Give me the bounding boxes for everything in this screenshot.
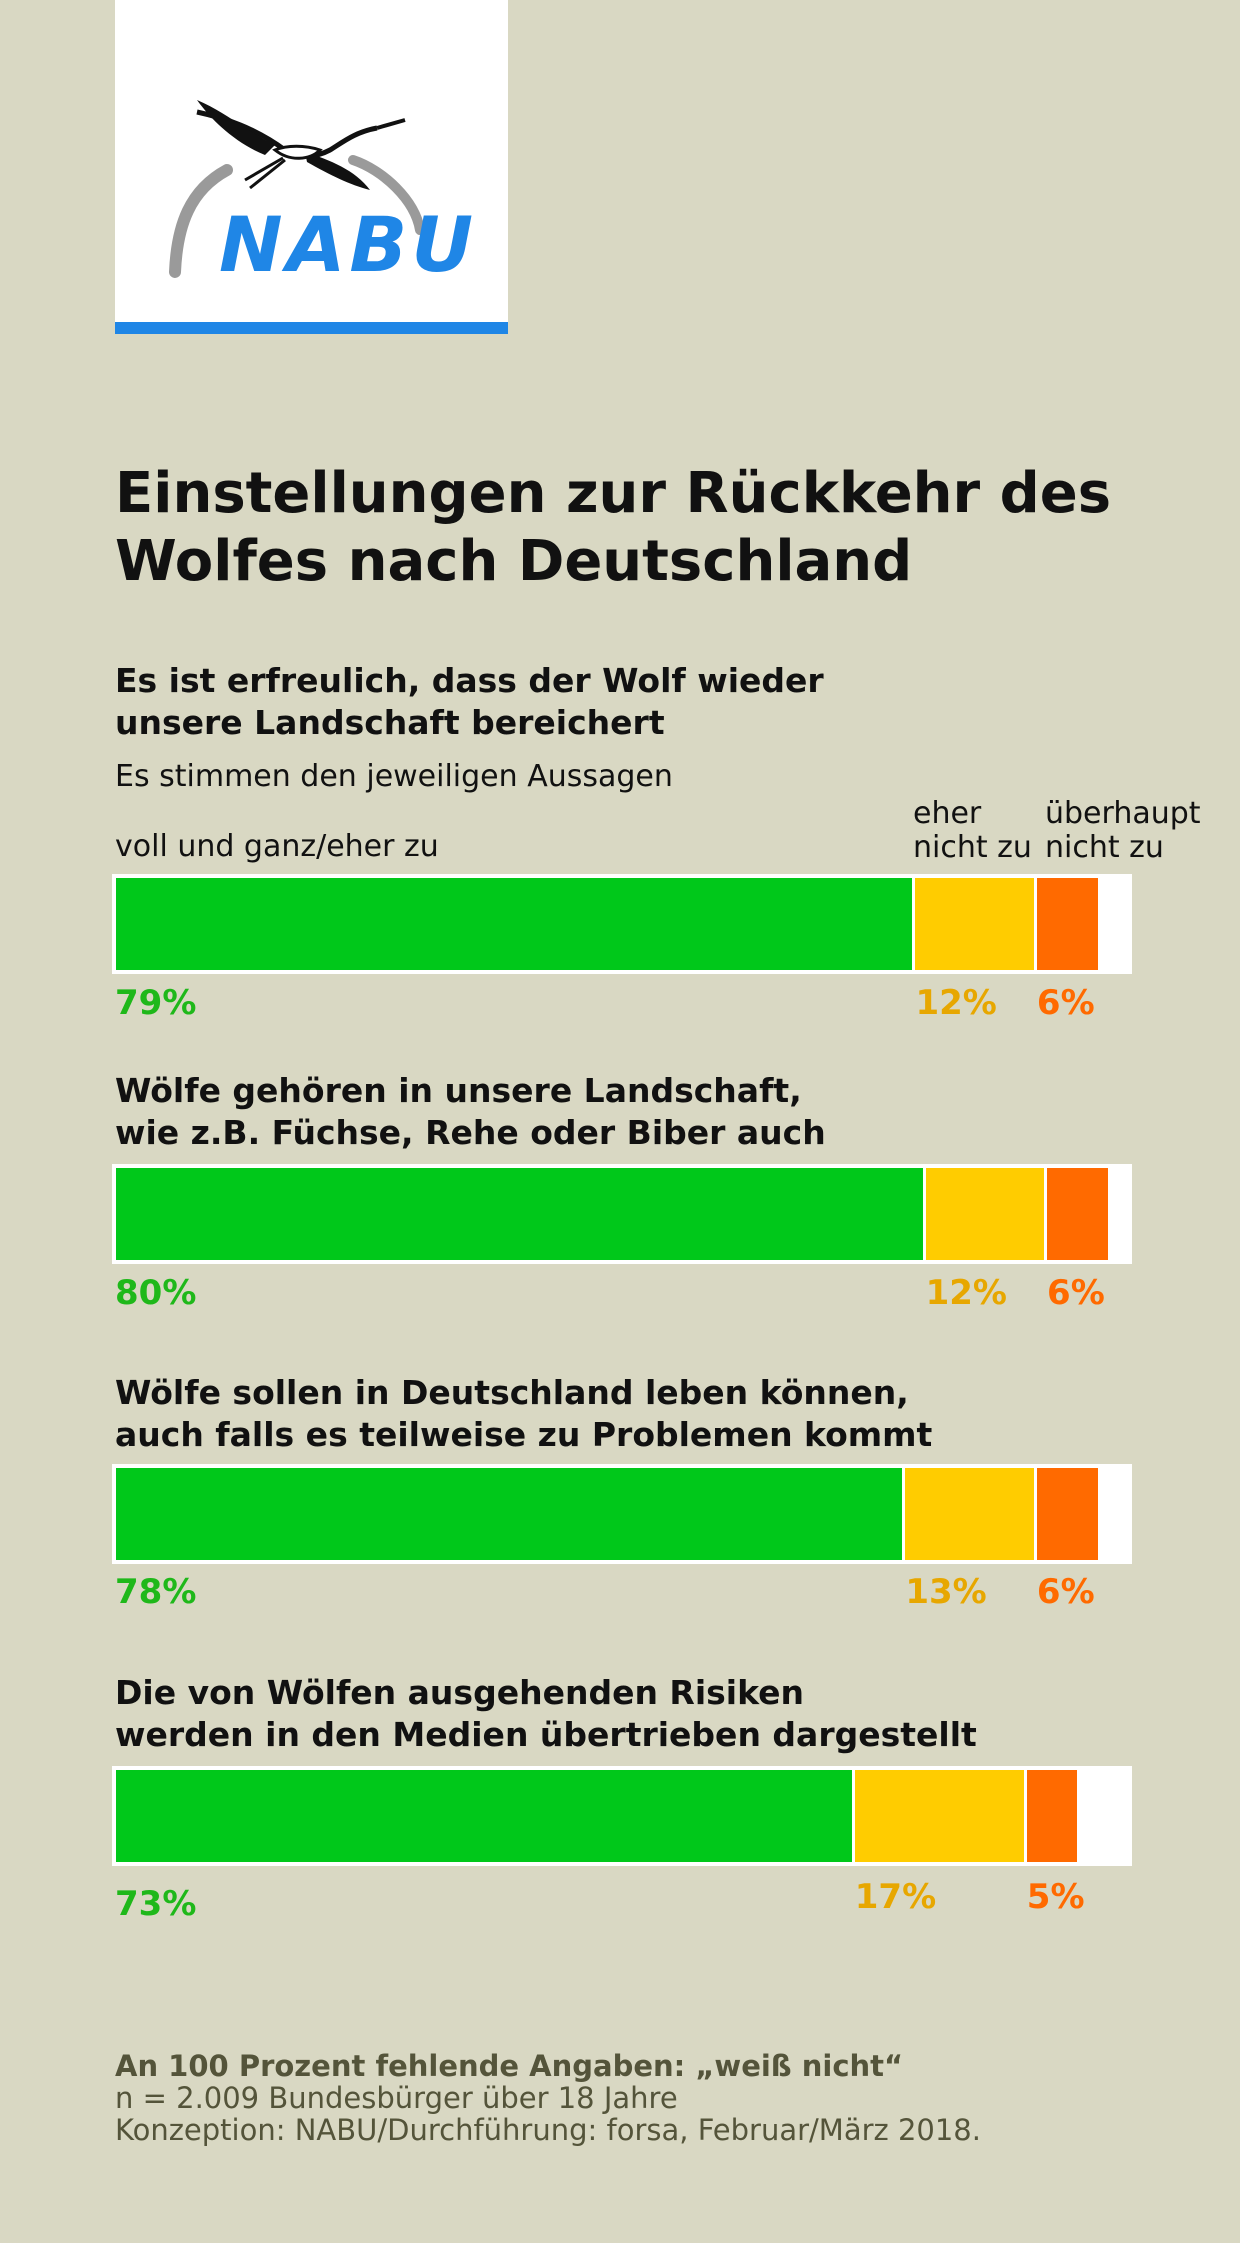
bar-segment-rather-not: [905, 1468, 1034, 1560]
bar-segment-not-at-all: [1047, 1168, 1108, 1260]
value-label-not-at-all: 6%: [1036, 1572, 1095, 1612]
question-4-line-1: Die von Wölfen ausgehenden Risiken: [115, 1673, 805, 1712]
question-2-line-1: Wölfe gehören in unsere Landschaft,: [115, 1071, 802, 1110]
question-3-line-1: Wölfe sollen in Deutschland leben können…: [115, 1373, 909, 1412]
logo-underline: [115, 322, 508, 334]
value-label-not-at-all: 6%: [1036, 983, 1095, 1023]
value-label-rather-not: 12%: [915, 983, 997, 1023]
legend-not-at-all-line-1: überhaupt: [1045, 796, 1201, 831]
bar-segment-rather-not: [915, 878, 1034, 970]
bar-segment-rather-not: [854, 1770, 1024, 1862]
legend-intro: Es stimmen den jeweiligen Aussagen: [115, 759, 673, 794]
footer-source: Konzeption: NABU/Durchführung: forsa, Fe…: [115, 2113, 981, 2147]
value-label-agree: 78%: [115, 1572, 197, 1612]
stork-logo-icon: [169, 100, 425, 278]
value-label-not-at-all: 5%: [1026, 1877, 1085, 1917]
value-label-agree: 79%: [115, 983, 197, 1023]
logo-text: NABU: [219, 200, 478, 289]
legend-label-rather-not: eher nicht zu: [913, 797, 1032, 865]
question-3-line-2: auch falls es teilweise zu Problemen kom…: [115, 1415, 933, 1454]
question-2-title: Wölfe gehören in unsere Landschaft, wie …: [115, 1070, 1015, 1154]
question-3-title: Wölfe sollen in Deutschland leben können…: [115, 1372, 1015, 1456]
bar-segment-not-at-all: [1036, 878, 1098, 970]
legend-agree-line: voll und ganz/eher zu: [115, 829, 439, 864]
question-1-title: Es ist erfreulich, dass der Wolf wieder …: [115, 660, 1015, 744]
value-label-rather-not: 17%: [854, 1877, 937, 1917]
legend-rather-not-line-1: eher: [913, 796, 982, 831]
footer-note: An 100 Prozent fehlende Angaben: „weiß n…: [115, 2049, 904, 2083]
bar-segment-rather-not: [925, 1168, 1045, 1260]
legend-label-not-at-all: überhaupt nicht zu: [1045, 797, 1201, 865]
bar-segment-agree: [116, 1770, 852, 1862]
page-title: Einstellungen zur Rückkehr des Wolfes na…: [115, 460, 1115, 596]
value-label-agree: 80%: [115, 1273, 197, 1313]
title-line-2: Wolfes nach Deutschland: [115, 529, 913, 594]
bar-question-4: [112, 1766, 1132, 1866]
footer: An 100 Prozent fehlende Angaben: „weiß n…: [115, 2050, 1165, 2146]
bar-question-1: [112, 874, 1132, 974]
footer-sample: n = 2.009 Bundesbürger über 18 Jahre: [115, 2081, 678, 2115]
question-1-line-1: Es ist erfreulich, dass der Wolf wieder: [115, 661, 824, 700]
legend-not-at-all-line-2: nicht zu: [1045, 830, 1164, 865]
bar-segment-not-at-all: [1026, 1770, 1078, 1862]
bar-segment-agree: [116, 878, 913, 970]
legend-label-agree: voll und ganz/eher zu: [115, 830, 439, 864]
value-label-rather-not: 13%: [905, 1572, 987, 1612]
bar-question-3: [112, 1464, 1132, 1564]
question-4-line-2: werden in den Medien übertrieben dargest…: [115, 1715, 977, 1754]
value-label-agree: 73%: [115, 1884, 197, 1924]
bar-segment-agree: [116, 1468, 903, 1560]
bar-question-2: [112, 1164, 1132, 1264]
question-2-line-2: wie z.B. Füchse, Rehe oder Biber auch: [115, 1113, 826, 1152]
value-label-not-at-all: 6%: [1047, 1273, 1105, 1313]
question-4-title: Die von Wölfen ausgehenden Risiken werde…: [115, 1672, 1015, 1756]
title-line-1: Einstellungen zur Rückkehr des: [115, 461, 1112, 526]
nabu-logo: NABU: [115, 0, 508, 322]
value-label-rather-not: 12%: [925, 1273, 1007, 1313]
legend-rather-not-line-2: nicht zu: [913, 830, 1032, 865]
bar-segment-agree: [116, 1168, 923, 1260]
question-1-line-2: unsere Landschaft bereichert: [115, 703, 665, 742]
bar-segment-not-at-all: [1036, 1468, 1098, 1560]
